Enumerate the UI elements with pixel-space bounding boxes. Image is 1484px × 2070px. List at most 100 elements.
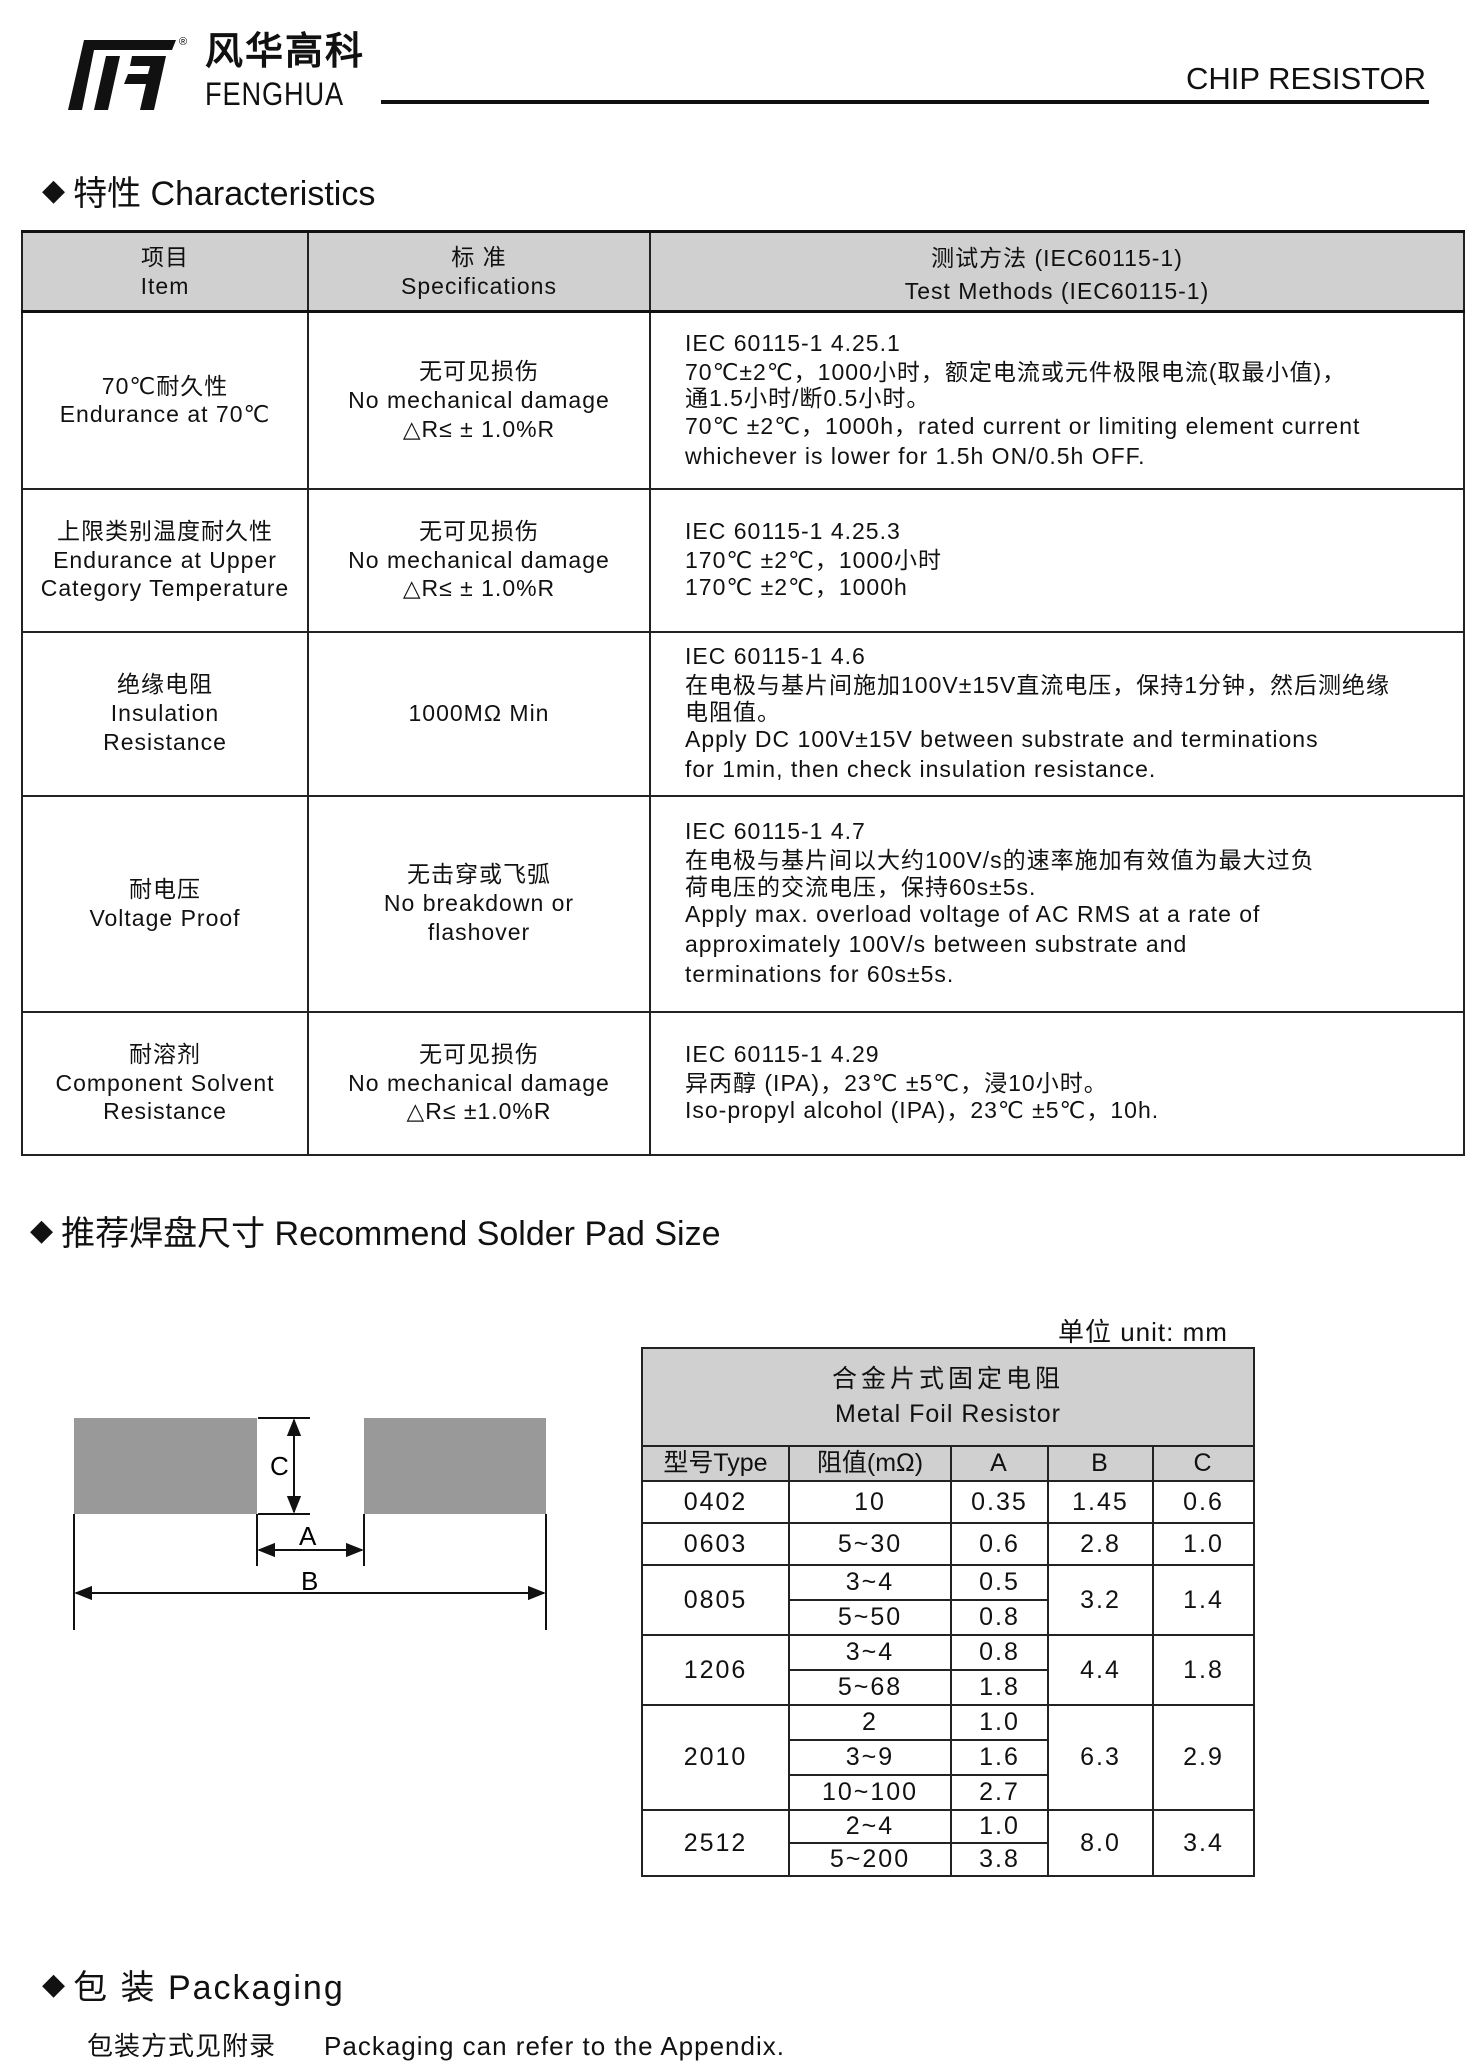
type-cell: 2512 [641,1809,790,1877]
dimension-a-cell: 0.35 [950,1480,1049,1524]
column-header-row: 型号Type 阻值(mΩ) A B C [641,1445,1256,1482]
left-pad [74,1418,257,1514]
type-cell: 0805 [641,1564,790,1636]
characteristics-table: 项目 Item 标 准 Specifications 测试方法 (IEC60115-… [21,230,1465,1156]
table-row: 0603 5~30 0.6 2.8 1.0 [641,1522,1256,1566]
column-header: A [950,1445,1049,1482]
resistance-cell: 5~30 [788,1522,952,1566]
fenghua-logo-mark: ® [68,36,187,110]
cell-line: approximately 100V/s between substrate a… [685,930,1188,957]
cell-line: for 1min, then check insulation resistan… [685,755,1157,782]
dimension-b-label: B [301,1566,318,1596]
table-title: 合金片式固定电阻 Metal Foil Resistor [640,1347,1256,1447]
item-cell: 绝缘电阻 Insulation Resistance [21,630,309,797]
cell-line: Iso-propyl alcohol (IPA)，23℃ ±5℃，10h. [685,1097,1160,1124]
dimension-c-label: C [270,1451,289,1481]
resistance-cell: 10~100 [788,1774,952,1811]
item-cell: 上限类别温度耐久性 Endurance at Upper Category Temp… [21,487,309,633]
cell-line: 70℃±2℃，1000小时，额定电流或元件极限电流(取最小值)， [685,358,1347,385]
table-row: 0805 3~4 0.5 3.2 1.4 [641,1564,1256,1636]
cell-line: Endurance at Upper [53,546,277,573]
dimension-a-cell: 0.8 [950,1599,1049,1636]
table-row: 绝缘电阻 Insulation Resistance 1000MΩ Min IEC 60… [21,630,1465,797]
diamond-bullet-icon: ◆ [42,1968,66,2001]
dimension-b-cell: 2.8 [1047,1522,1154,1566]
column-header-item: 项目 Item [21,230,309,313]
cell-line: △R≤ ±1.0%R [406,1098,552,1125]
registered-mark: ® [179,36,187,48]
cell-line: Endurance at 70℃ [59,401,271,428]
dimension-a-cell: 0.8 [950,1634,1049,1671]
method-cell: IEC 60115-1 4.29 异丙醇 (IPA)，23℃ ±5℃，浸10小时。… [649,1010,1465,1156]
table-row: 10~100 2.7 [642,1774,1254,1811]
table-row: 耐电压 Voltage Proof 无击穿或飞弧 No breakdown or fla… [21,794,1465,1013]
dimension-c-cell: 3.4 [1151,1809,1256,1877]
unit-label: 单位 unit: mm [1058,1317,1228,1347]
resistance-cell: 2 [788,1704,952,1741]
dimension-a-cell: 0.5 [950,1564,1049,1601]
dimension-a-cell: 2.7 [950,1774,1049,1811]
table-row: 0402 10 0.35 1.45 0.6 [641,1480,1256,1524]
resistance-cell: 3~4 [788,1634,952,1671]
spec-cell: 无可见损伤 No mechanical damage △R≤ ±1.0%R [307,1010,651,1156]
column-header: C [1151,1445,1256,1482]
type-cell: 0603 [641,1522,790,1566]
packaging-note-en: Packaging can refer to the Appendix. [324,2031,785,2061]
cell-line: 在电极与基片间施加100V±15V直流电压，保持1分钟，然后测绝缘 [685,672,1391,699]
cell-line: △R≤ ± 1.0%R [402,415,556,442]
cell-line: 耐电压 [129,875,201,902]
resistance-cell: 10 [788,1480,952,1524]
dimension-b-cell: 6.3 [1047,1704,1154,1811]
table-row: 5~50 0.8 [642,1599,1254,1636]
item-cell: 70℃耐久性 Endurance at 70℃ [21,310,309,490]
cell-line: Component Solvent [55,1069,275,1096]
table-row: 2010 2 1.0 6.3 2.9 [641,1704,1256,1811]
dimension-a-label: A [299,1521,317,1551]
type-cell: 0402 [641,1480,790,1524]
cell-line: 无可见损伤 [419,1040,539,1067]
right-pad [364,1418,546,1514]
packaging-note: 包装方式见附录 Packaging can refer to the Append… [87,2026,833,2063]
table-header-row: 项目 Item 标 准 Specifications 测试方法 (IEC60115-… [21,230,1465,313]
dimension-a-cell: 1.6 [950,1739,1049,1776]
cell-line: 1000MΩ Min [408,700,550,727]
spec-cell: 无可见损伤 No mechanical damage △R≤ ± 1.0%R [307,487,651,633]
packaging-heading: ◆ 包 装 Packaging [42,1960,345,2009]
cell-line: 绝缘电阻 [117,671,213,698]
cell-line: 无可见损伤 [419,358,539,385]
table-row: 上限类别温度耐久性 Endurance at Upper Category Temp… [21,487,1465,633]
cell-line: 70℃ ±2℃，1000h，rated current or limiting … [685,412,1361,439]
table-row: 3~9 1.6 [642,1739,1254,1776]
cell-line: terminations for 60s±5s. [685,960,955,987]
cell-line: 上限类别温度耐久性 [57,517,273,544]
cell-line: No breakdown or [383,890,575,917]
column-header: 阻值(mΩ) [788,1445,952,1482]
cell-line: whichever is lower for 1.5h ON/0.5h OFF. [685,442,1146,469]
resistance-cell: 3~9 [788,1739,952,1776]
column-header-method: 测试方法 (IEC60115-1) Test Methods (IEC60115-… [649,230,1465,313]
cell-line: Apply DC 100V±15V between substrate and … [685,725,1319,752]
logo-chinese-name: 风华高科 [205,29,366,73]
dimension-c-cell: 2.9 [1151,1704,1256,1811]
diamond-bullet-icon: ◆ [42,174,66,207]
resistance-cell: 5~50 [788,1599,952,1636]
dimension-b-cell: 8.0 [1047,1809,1154,1877]
cell-line: 异丙醇 (IPA)，23℃ ±5℃，浸10小时。 [685,1069,1108,1096]
resistance-cell: 5~68 [788,1669,952,1706]
spec-cell: 无击穿或飞弧 No breakdown or flashover [307,794,651,1013]
cell-line: 70℃耐久性 [101,372,229,399]
cell-line: 在电极与基片间以大约100V/s的速率施加有效值为最大过负 [685,847,1315,874]
type-cell: 2010 [641,1704,790,1811]
logo-english-name: FENGHUA [205,76,344,112]
cell-line: IEC 60115-1 4.29 [685,1040,880,1067]
resistance-cell: 5~200 [788,1842,952,1877]
method-cell: IEC 60115-1 4.25.3 170℃ ±2℃，1000小时 170℃ ±2… [649,487,1465,633]
cell-line: IEC 60115-1 4.7 [685,818,866,845]
section-title: 推荐焊盘尺寸 Recommend Solder Pad Size [61,1215,721,1253]
dimension-c-cell: 1.0 [1151,1522,1256,1566]
method-cell: IEC 60115-1 4.25.1 70℃±2℃，1000小时，额定电流或元件极… [649,310,1465,490]
table-row: 70℃耐久性 Endurance at 70℃ 无可见损伤 No mechanical… [21,310,1465,490]
dimension-c-cell: 0.6 [1151,1480,1256,1524]
cell-line: 电阻值。 [685,698,781,725]
cell-line: No mechanical damage [348,546,610,573]
